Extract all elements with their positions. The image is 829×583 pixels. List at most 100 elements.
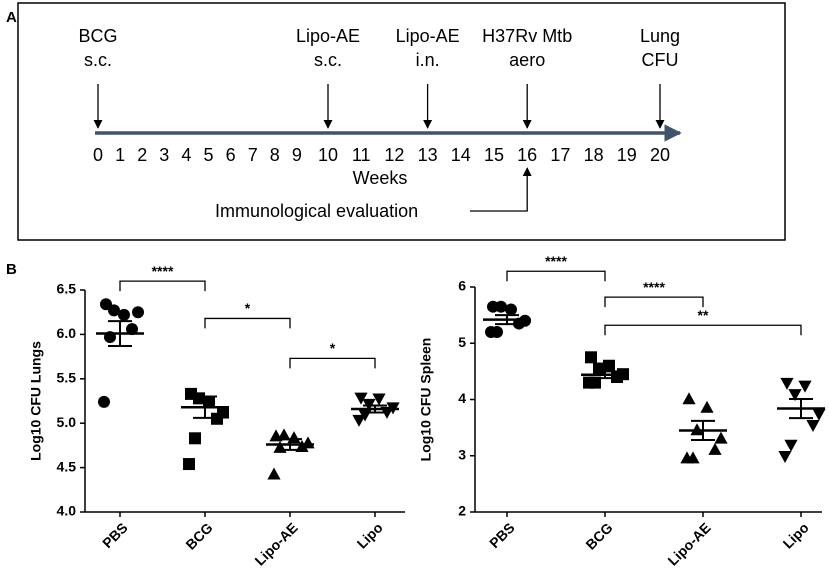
week-label: 18: [584, 145, 604, 165]
y-tick-label: 6: [458, 278, 466, 294]
data-point: [603, 359, 615, 372]
charts-panel: B 4.0 4.5 5.0 5.5 6.0 6.5 Log10 CFU Lungs PBS BC…: [6, 253, 826, 569]
data-point: [788, 389, 802, 402]
week-label: 19: [617, 145, 637, 165]
data-point: [277, 428, 291, 441]
data-point: [611, 371, 623, 383]
x-tick-label: BCG: [582, 519, 615, 552]
x-tick-label: PBS: [99, 519, 131, 551]
week-label: 11: [352, 145, 371, 165]
error-bar: [193, 395, 217, 419]
error-bar: [593, 370, 617, 380]
data-point: [680, 451, 694, 464]
week-label: 15: [484, 145, 504, 165]
week-label: 4: [181, 145, 191, 165]
y-tick-label: 5.5: [57, 370, 77, 386]
y-tick-label: 2: [458, 503, 466, 519]
event-label: s.c.: [314, 50, 342, 70]
significance-label: *: [245, 300, 251, 316]
error-bar: [278, 438, 302, 451]
data-point: [183, 458, 195, 471]
event-label: CFU: [642, 50, 679, 70]
panel-label: B: [6, 261, 17, 278]
error-bar: [363, 404, 387, 414]
week-label: 1: [115, 145, 125, 165]
y-tick-label: 5: [458, 334, 466, 350]
data-point: [593, 362, 605, 375]
data-point: [132, 306, 144, 319]
data-point: [682, 392, 696, 405]
event-label: aero: [509, 50, 545, 70]
week-label: 14: [451, 145, 471, 165]
significance-label: **: [698, 307, 709, 323]
event-label: H37Rv Mtb: [482, 26, 572, 46]
data-point: [98, 395, 110, 408]
y-tick-label: 6.0: [57, 325, 77, 341]
week-label: 13: [418, 145, 438, 165]
data-point: [118, 308, 130, 321]
week-label: 12: [384, 145, 404, 165]
significance-bracket: [506, 270, 606, 282]
y-axis-label: Log10 CFU Spleen: [418, 338, 434, 462]
event-label: Lung: [640, 26, 680, 46]
data-point: [189, 432, 201, 445]
data-point: [708, 442, 722, 455]
panel-label: A: [6, 9, 17, 26]
data-point: [812, 408, 826, 421]
significance-bracket: [204, 317, 291, 329]
data-point: [778, 450, 792, 463]
data-point: [780, 377, 794, 390]
error-bar: [108, 320, 132, 347]
y-tick-label: 4.5: [57, 458, 77, 474]
data-point: [126, 323, 138, 336]
significance-label: ****: [643, 279, 665, 295]
event-label: Lipo-AE: [296, 26, 360, 46]
data-point: [267, 467, 281, 480]
data-point: [505, 303, 517, 316]
data-point: [583, 376, 595, 389]
data-point: [108, 304, 120, 317]
x-tick-label: PBS: [486, 519, 518, 551]
data-point: [273, 440, 287, 453]
week-label: 20: [650, 145, 670, 165]
error-bar: [691, 419, 715, 441]
significance-bracket: [289, 357, 376, 369]
data-point: [585, 351, 597, 364]
y-tick-label: 3: [458, 446, 466, 462]
data-point: [352, 414, 366, 427]
significance-bracket: [604, 324, 802, 336]
week-label: 5: [203, 145, 213, 165]
week-label: 10: [318, 145, 338, 165]
x-tick-label: Lipo: [780, 519, 812, 551]
timeline-panel: A 0 1 2 3 4 5 6 7 8 9 10 11 12 13 14 15 16 17 18 19 20WeeksB…: [6, 2, 786, 241]
y-tick-label: 4.0: [57, 503, 77, 519]
week-label: 8: [270, 145, 280, 165]
y-tick-label: 6.5: [57, 281, 77, 297]
x-tick-label: Lipo-AE: [664, 519, 713, 568]
data-point: [193, 392, 205, 405]
data-point: [798, 380, 812, 393]
significance-label: ****: [545, 253, 567, 269]
data-point: [784, 439, 798, 452]
panel-frame: [17, 2, 786, 241]
event-label: BCG: [78, 26, 117, 46]
data-point: [485, 326, 497, 338]
significance-label: *: [330, 340, 336, 356]
error-bar: [789, 397, 813, 420]
x-tick-label: Lipo-AE: [251, 519, 300, 568]
x-tick-label: Lipo: [354, 519, 386, 551]
y-axis-label: Log10 CFU Lungs: [28, 341, 44, 461]
data-point: [714, 431, 728, 444]
data-point: [806, 420, 820, 433]
error-bar: [495, 314, 519, 326]
event-label: i.n.: [416, 50, 440, 70]
week-label: 16: [517, 145, 537, 165]
week-label: 2: [137, 145, 147, 165]
week-label: 3: [159, 145, 169, 165]
evaluation-arrow: [470, 167, 532, 212]
evaluation-label: Immunological evaluation: [215, 201, 418, 221]
week-label: 7: [248, 145, 258, 165]
data-point: [700, 400, 714, 413]
event-label: Lipo-AE: [396, 26, 460, 46]
